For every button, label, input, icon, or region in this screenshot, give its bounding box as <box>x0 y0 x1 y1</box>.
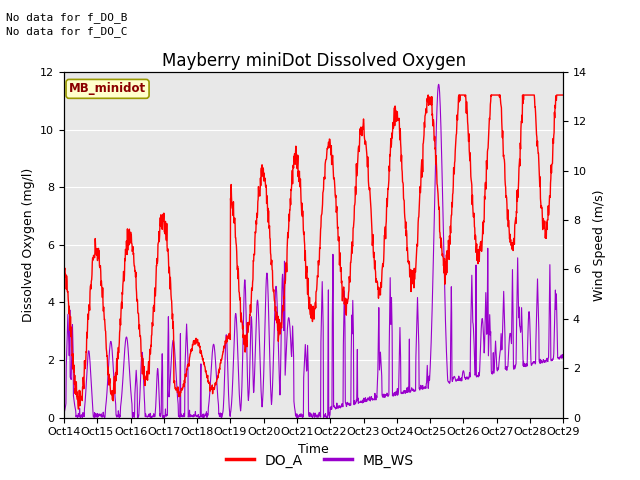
Text: No data for f_DO_C: No data for f_DO_C <box>6 26 128 37</box>
Title: Mayberry miniDot Dissolved Oxygen: Mayberry miniDot Dissolved Oxygen <box>161 52 466 71</box>
Text: MB_minidot: MB_minidot <box>69 83 146 96</box>
Y-axis label: Dissolved Oxygen (mg/l): Dissolved Oxygen (mg/l) <box>22 168 35 322</box>
Text: No data for f_DO_B: No data for f_DO_B <box>6 12 128 23</box>
Legend: DO_A, MB_WS: DO_A, MB_WS <box>221 448 419 473</box>
Y-axis label: Wind Speed (m/s): Wind Speed (m/s) <box>593 189 605 300</box>
X-axis label: Time: Time <box>298 443 329 456</box>
